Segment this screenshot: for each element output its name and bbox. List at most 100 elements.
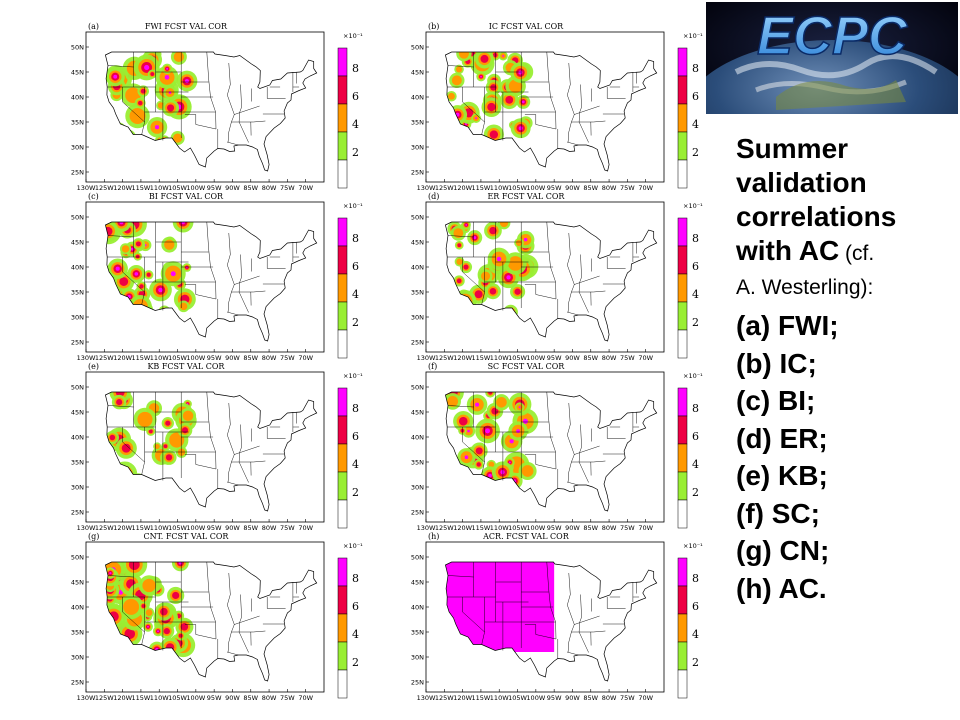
lat-label: 50N bbox=[71, 44, 84, 52]
state-boundary bbox=[184, 624, 217, 640]
state-boundary bbox=[447, 405, 474, 408]
lat-label: 40N bbox=[71, 434, 84, 442]
field-patch bbox=[490, 84, 497, 91]
lon-label: 110W bbox=[490, 184, 509, 190]
lon-label: 70W bbox=[298, 694, 313, 700]
panel-f: (f) SC FCST VAL COR 50N 45N 40N 35N 30N 25N 130W… bbox=[402, 360, 732, 530]
lat-label: 35N bbox=[411, 459, 424, 467]
field-patch bbox=[496, 256, 502, 262]
lat-label: 40N bbox=[411, 94, 424, 102]
lon-label: 100W bbox=[526, 184, 545, 190]
field-patch bbox=[518, 126, 523, 131]
colorbar-swatch bbox=[677, 669, 688, 699]
correlation-field bbox=[105, 562, 196, 658]
field-patch bbox=[134, 272, 139, 276]
lon-label: 75W bbox=[620, 354, 635, 360]
lon-label: 100W bbox=[186, 354, 205, 360]
panel-title: IC FCST VAL COR bbox=[489, 22, 564, 31]
lon-label: 130W bbox=[417, 524, 436, 530]
colorbar-label: 6 bbox=[692, 90, 699, 103]
field-patch bbox=[456, 258, 463, 265]
state-boundary bbox=[226, 481, 239, 486]
colorbar-label: 8 bbox=[352, 402, 359, 415]
colorbar-label: 8 bbox=[352, 572, 359, 585]
colorbar-swatch bbox=[337, 585, 348, 615]
field-patch bbox=[150, 72, 155, 76]
colorbar-swatch bbox=[337, 641, 348, 671]
lon-label: 110W bbox=[490, 354, 509, 360]
field-patch bbox=[163, 628, 170, 635]
panel-title: SC FCST VAL COR bbox=[488, 362, 566, 371]
caption-line-5: A. Westerling): bbox=[736, 276, 874, 299]
lon-label: 95W bbox=[547, 354, 562, 360]
state-boundary bbox=[578, 594, 582, 633]
field-patch bbox=[492, 52, 498, 58]
state-boundary bbox=[107, 405, 134, 408]
colorbar-multiplier: ×10⁻¹ bbox=[343, 542, 363, 550]
colorbar-swatch bbox=[337, 387, 348, 417]
field-patch bbox=[178, 633, 183, 638]
lat-label: 25N bbox=[411, 679, 424, 687]
colorbar-swatch bbox=[677, 387, 688, 417]
lon-label: 95W bbox=[207, 524, 222, 530]
lon-label: 85W bbox=[583, 184, 598, 190]
state-boundary bbox=[122, 87, 145, 123]
state-boundary bbox=[574, 275, 600, 285]
panel-title: ER FCST VAL COR bbox=[487, 192, 565, 201]
lon-label: 80W bbox=[262, 694, 277, 700]
state-boundary bbox=[578, 84, 582, 123]
lat-label: 30N bbox=[411, 314, 424, 322]
lon-label: 70W bbox=[638, 524, 653, 530]
lon-label: 120W bbox=[113, 354, 132, 360]
lon-label: 105W bbox=[168, 354, 187, 360]
panel-svg: (d) ER FCST VAL COR 50N 45N 40N 35N 30N 25N 130W… bbox=[411, 192, 703, 360]
lon-label: 90W bbox=[565, 694, 580, 700]
lat-label: 40N bbox=[71, 604, 84, 612]
lon-label: 75W bbox=[620, 694, 635, 700]
colorbar-swatch bbox=[677, 245, 688, 275]
panel-tag: (d) bbox=[428, 192, 439, 201]
field-patch bbox=[496, 396, 507, 408]
state-boundary bbox=[226, 651, 239, 656]
state-boundary bbox=[567, 402, 575, 483]
colorbar-swatch bbox=[337, 415, 348, 445]
state-boundary bbox=[238, 631, 249, 653]
lat-label: 45N bbox=[411, 239, 424, 247]
colorbar-label: 2 bbox=[352, 146, 359, 159]
field-patch bbox=[170, 271, 176, 277]
field-patch bbox=[508, 79, 523, 93]
lon-label: 105W bbox=[168, 524, 187, 530]
field-patch bbox=[521, 100, 525, 104]
field-patch bbox=[164, 75, 170, 80]
state-boundary bbox=[141, 427, 145, 475]
colorbar-label: 2 bbox=[352, 316, 359, 329]
caption-line-3: correlations bbox=[736, 201, 897, 232]
state-boundary bbox=[462, 87, 485, 123]
lon-label: 85W bbox=[583, 524, 598, 530]
lon-label: 90W bbox=[225, 354, 240, 360]
field-patch bbox=[464, 455, 469, 460]
colorbar-multiplier: ×10⁻¹ bbox=[343, 202, 363, 210]
colorbar-label: 4 bbox=[692, 288, 699, 301]
field-patch bbox=[463, 264, 469, 270]
lon-label: 75W bbox=[620, 524, 635, 530]
caption: Summer validation correlations with AC (… bbox=[736, 132, 958, 607]
field-patch bbox=[182, 410, 194, 422]
lon-label: 95W bbox=[547, 694, 562, 700]
lon-label: 80W bbox=[602, 694, 617, 700]
panel-title: CNT. FCST VAL COR bbox=[143, 532, 229, 541]
field-patch bbox=[489, 226, 497, 235]
state-boundary bbox=[238, 424, 242, 463]
state-boundary bbox=[447, 235, 474, 238]
field-patch bbox=[128, 562, 140, 570]
lat-label: 25N bbox=[411, 509, 424, 517]
field-patch bbox=[123, 598, 140, 615]
lat-label: 35N bbox=[71, 629, 84, 637]
lon-label: 120W bbox=[113, 184, 132, 190]
field-patch bbox=[480, 75, 482, 78]
map-frame bbox=[85, 31, 325, 183]
lon-label: 125W bbox=[95, 694, 114, 700]
lon-label: 125W bbox=[435, 524, 454, 530]
field-patch bbox=[164, 239, 175, 250]
colorbar-multiplier: ×10⁻¹ bbox=[683, 32, 703, 40]
